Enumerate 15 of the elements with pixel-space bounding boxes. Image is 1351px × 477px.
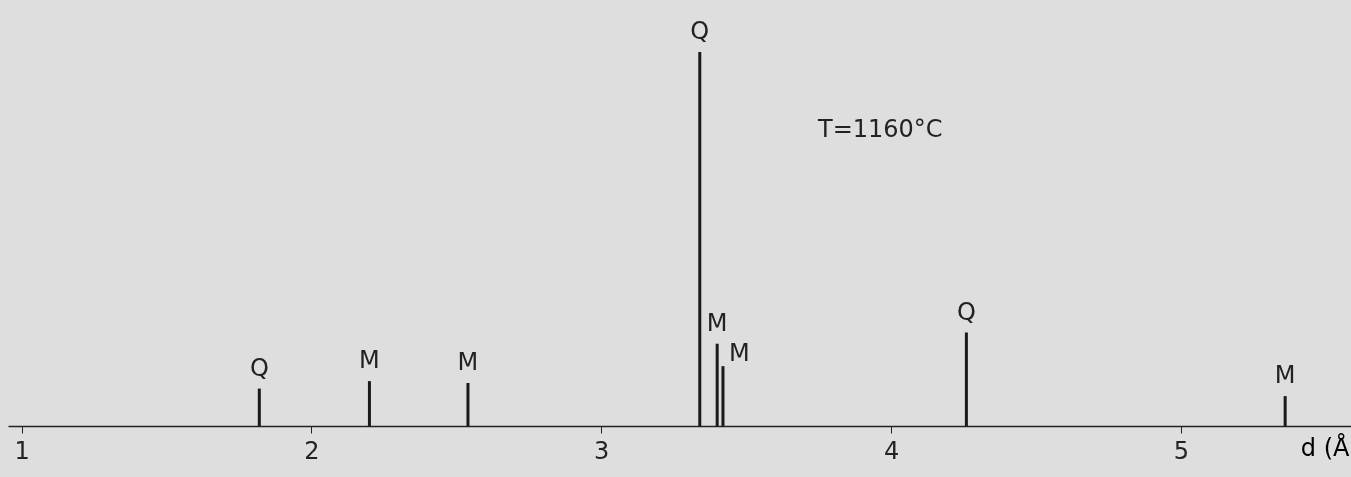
x-tick-label: 5 <box>1173 436 1189 465</box>
annotation: M <box>359 346 380 375</box>
annotation: T=1160°C <box>817 115 943 143</box>
x-tick-label: 3 <box>594 436 610 465</box>
annotation: M <box>728 339 750 368</box>
annotation: Q <box>956 297 976 326</box>
x-tick-label: 2 <box>304 436 320 465</box>
annotation: Q <box>690 17 710 45</box>
annotation: M <box>706 308 728 337</box>
annotation: Q <box>249 353 269 382</box>
annotation: M <box>457 347 479 376</box>
x-tick-label: 1 <box>14 436 30 465</box>
x-tick-label: 4 <box>883 436 900 465</box>
x-axis-title: d (Å <box>1300 432 1351 462</box>
annotation: M <box>1274 361 1296 390</box>
